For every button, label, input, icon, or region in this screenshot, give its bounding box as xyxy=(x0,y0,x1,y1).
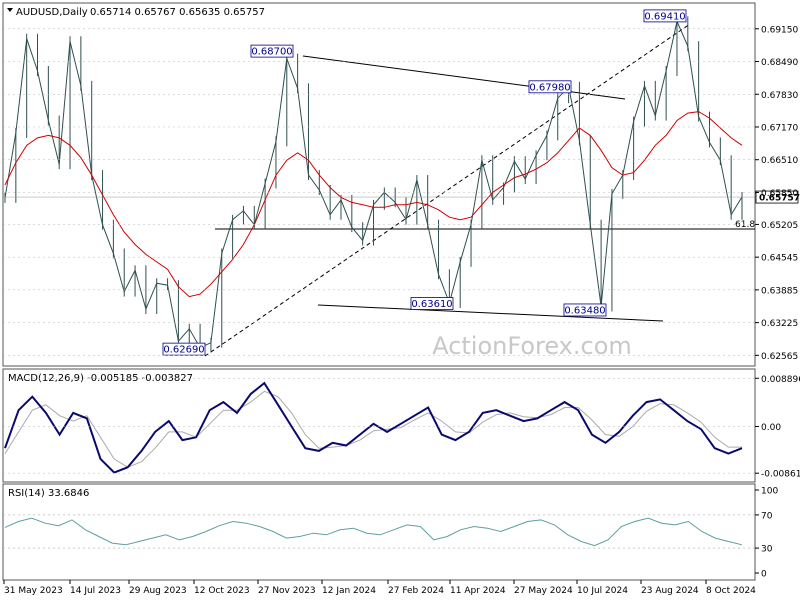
rsi-y-tick-label: 70 xyxy=(761,511,773,521)
annotation-box xyxy=(643,9,687,23)
price-y-tick-label: 0.68490 xyxy=(761,58,798,68)
rsi-panel: RSI(14) 33.6846 100 70 30 0 xyxy=(3,487,778,580)
x-tick-label: 27 Nov 2023 xyxy=(258,586,316,596)
price-y-tick-label: 0.64545 xyxy=(761,254,798,264)
price-panel-frame xyxy=(2,2,756,367)
rsi-line xyxy=(4,517,743,547)
annotation-box xyxy=(563,303,607,317)
x-tick-label: 12 Jan 2024 xyxy=(322,586,376,596)
symbol-title: AUDUSD,Daily xyxy=(16,7,88,18)
x-tick-label: 27 May 2024 xyxy=(514,586,573,596)
annotation-box xyxy=(528,80,572,94)
macd-signal-line xyxy=(4,390,742,468)
annotation-label: 0.63610 xyxy=(411,299,452,310)
annotation-label: 0.62690 xyxy=(163,345,204,356)
ohlc-header: 0.65714 0.65767 0.65635 0.65757 xyxy=(90,7,265,18)
current-price-box xyxy=(755,190,799,204)
x-tick-label: 31 May 2023 xyxy=(4,586,63,596)
rsi-y-tick-label: 0 xyxy=(761,570,767,580)
price-series: 0.65757 xyxy=(3,16,800,353)
watermark: ActionForex.com xyxy=(432,332,632,360)
rsi-panel-frame xyxy=(2,483,756,581)
x-axis: 31 May 2023 14 Jul 2023 29 Aug 2023 12 Oct … xyxy=(3,580,756,596)
rsi-y-tick-label: 30 xyxy=(761,545,773,555)
macd-line xyxy=(4,381,743,474)
price-y-tick-label: 0.66510 xyxy=(761,156,798,166)
x-tick-label: 29 Aug 2023 xyxy=(129,586,187,596)
macd-panel-frame xyxy=(2,368,756,483)
price-y-tick-label: 0.65850 xyxy=(761,189,798,199)
price-y-axis: 0.69150 0.68490 0.67830 0.67170 0.66510 0.658… xyxy=(3,25,798,362)
price-panel: AUDUSD,Daily 0.65714 0.65767 0.65635 0.6… xyxy=(3,7,800,362)
moving-average-line xyxy=(4,111,743,298)
rsi-y-tick-label: 100 xyxy=(761,487,778,497)
x-tick-label: 14 Jul 2023 xyxy=(70,586,121,596)
price-y-tick-label: 0.63885 xyxy=(761,286,798,296)
macd-y-tick-label: 0.008896 xyxy=(761,375,800,385)
macd-series xyxy=(4,381,743,474)
fib-label: 61.8 xyxy=(735,220,755,230)
x-tick-label: 11 Apr 2024 xyxy=(450,586,506,596)
price-y-tick-label: 0.62565 xyxy=(761,352,798,362)
rsi-title: RSI(14) 33.6846 xyxy=(8,488,89,499)
annotation-label: 0.69410 xyxy=(644,11,685,22)
x-tick-label: 12 Oct 2023 xyxy=(194,586,250,596)
macd-y-tick-label: 0.00 xyxy=(761,423,781,433)
macd-y-tick-label: -0.008612 xyxy=(761,470,800,480)
annotation-label: 0.63480 xyxy=(564,305,605,316)
trendline-lower xyxy=(317,304,664,322)
x-tick-label: 23 Aug 2024 xyxy=(641,586,699,596)
price-y-tick-label: 0.67170 xyxy=(761,123,798,133)
price-y-tick-label: 0.65205 xyxy=(761,221,798,231)
annotation-label: 0.67980 xyxy=(529,82,570,93)
current-price-label: 0.65757 xyxy=(759,194,800,204)
price-close-line xyxy=(4,19,743,349)
macd-y-axis: 0.008896 0.00 -0.008612 xyxy=(3,375,800,480)
price-y-tick-label: 0.63225 xyxy=(761,319,798,329)
macd-title: MACD(12,26,9) -0.005185 -0.003827 xyxy=(8,373,193,384)
annotation-label: 0.68700 xyxy=(251,47,292,58)
price-y-tick-label: 0.67830 xyxy=(761,91,798,101)
x-tick-label: 8 Oct 2024 xyxy=(706,586,756,596)
dropdown-triangle-icon xyxy=(7,8,13,12)
price-y-tick-label: 0.69150 xyxy=(761,25,798,35)
rsi-y-axis: 100 70 30 0 xyxy=(3,487,778,580)
annotation-box xyxy=(410,297,454,310)
price-annotations: 0.62690 0.68700 0.67980 0.63610 0.63480 0.694… xyxy=(162,9,687,356)
annotation-box xyxy=(250,44,294,58)
x-tick-label: 27 Feb 2024 xyxy=(388,586,444,596)
x-tick-label: 10 Jul 2024 xyxy=(577,586,628,596)
macd-panel: MACD(12,26,9) -0.005185 -0.003827 0.0088… xyxy=(3,373,800,480)
trendline-upper xyxy=(302,55,626,100)
rsi-series xyxy=(4,517,743,547)
